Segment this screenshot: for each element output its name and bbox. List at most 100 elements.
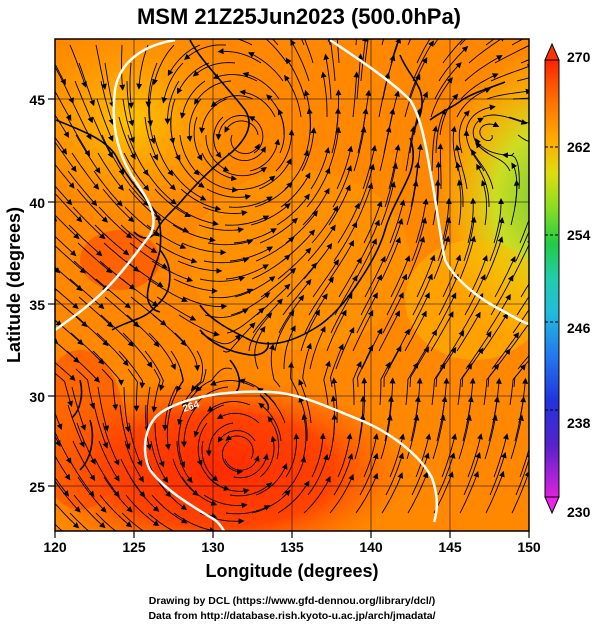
streamline [55,192,83,223]
streamline [234,276,276,298]
streamline [233,228,277,244]
y-tick-label: 40 [29,195,45,211]
streamline [55,319,84,346]
streamline [485,236,504,280]
streamline [490,274,514,316]
streamline [509,364,526,406]
streamline [463,452,481,496]
streamline [101,368,119,411]
streamline [172,224,216,243]
streamline [181,242,227,256]
streamline [255,463,288,496]
y-axis-title: Latitude (degrees) [4,207,24,363]
streamline [468,39,506,64]
streamline [302,187,330,226]
streamline [438,273,459,316]
streamline [248,116,264,154]
streamline [298,379,312,424]
streamline [16,405,36,445]
streamline [404,73,421,118]
streamline [300,309,320,352]
streamline [330,343,344,388]
streamline [191,386,229,412]
streamline [126,80,135,127]
streamline [354,414,366,460]
streamline [151,494,188,524]
streamline [352,71,360,118]
streamline [147,278,188,302]
streamline [92,116,113,159]
streamline [490,63,529,82]
streamline [259,435,277,478]
streamline [364,255,386,298]
streamline [55,434,61,447]
streamline [206,188,252,200]
streamline [205,422,234,457]
streamline [70,332,105,365]
streamline [465,104,496,136]
streamline [352,360,362,405]
streamline [336,39,340,64]
streamline [411,452,430,496]
streamline [55,163,75,189]
streamline [323,53,332,100]
colorbar-label: 270 [567,49,591,65]
streamline [239,89,276,118]
streamline [55,65,74,104]
streamline [283,325,296,369]
streamline [123,152,150,192]
streamline [77,476,107,513]
streamline [144,386,151,433]
streamline [210,95,254,108]
streamline [442,254,462,298]
streamline [195,367,233,392]
streamline [68,458,95,497]
streamline [285,433,300,478]
streamline [247,52,284,82]
streamline [508,322,529,352]
streamline [178,422,186,468]
streamline [390,255,411,298]
colorbar-scale [544,59,560,498]
x-tick-label: 120 [43,539,67,555]
streamline [55,284,57,291]
streamline [103,242,140,272]
streamline [123,386,131,433]
streamline [508,116,529,124]
streamline [154,188,191,217]
streamline [118,116,136,160]
streamline [127,62,134,109]
streamline [18,45,44,82]
streamline [475,141,511,172]
streamline [276,193,310,226]
y-tick-label: 30 [29,389,45,405]
streamline [407,236,426,280]
streamline [75,134,101,174]
streamline [78,296,114,328]
streamline [92,350,125,386]
streamline [100,314,134,347]
streamline [179,80,206,119]
streamline [338,257,362,298]
streamline [148,332,176,371]
streamline [483,363,500,406]
streamline [307,453,329,496]
streamline [98,440,120,482]
streamline [285,57,306,100]
streamline [174,332,201,372]
streamline [327,39,336,82]
streamline [357,344,374,388]
streamline [305,107,313,154]
streamline [69,44,87,88]
streamline [332,165,353,208]
streamline [145,404,152,451]
streamline [15,117,43,152]
streamline [328,184,351,226]
streamline [224,120,259,136]
streamline [154,423,165,468]
streamline [168,368,184,412]
streamline [199,98,228,134]
credit-drawing: Drawing by DCL (https://www.gfd-dennou.o… [149,595,435,607]
streamline [24,135,52,170]
streamline [55,454,71,481]
